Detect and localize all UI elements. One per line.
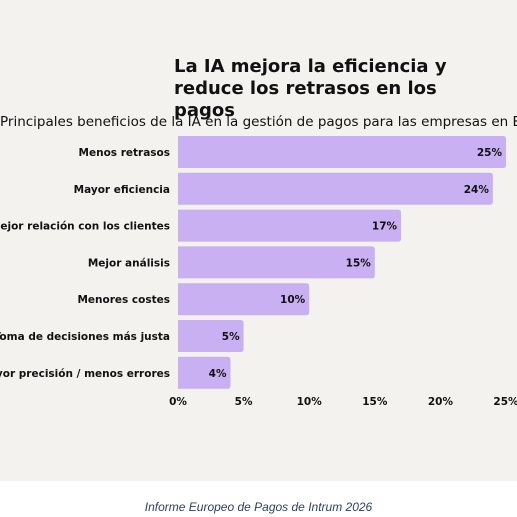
chart-title: La IA mejora la eficiencia y reduce los … <box>174 56 447 121</box>
bar-3 <box>178 246 375 279</box>
value-label: 17% <box>372 221 398 233</box>
category-label: Menos retrasos <box>79 147 170 159</box>
chart-subtitle: Principales beneficios de la IA en la ge… <box>0 114 517 130</box>
value-label: 24% <box>464 184 490 196</box>
bar-chart: Menos retrasos 25% Mayor eficiencia 24% Mejo… <box>0 136 517 408</box>
category-label: Mejor relación con los clientes <box>0 221 170 233</box>
bar-5 <box>178 320 244 352</box>
value-label: 4% <box>209 368 227 380</box>
value-label: 5% <box>222 331 240 343</box>
bar-6 <box>178 356 231 389</box>
bar-1 <box>178 172 493 205</box>
x-tick-label: 10% <box>297 396 323 408</box>
category-label: Mejor análisis <box>88 257 170 269</box>
bar-2 <box>178 209 402 242</box>
category-label: Mayor eficiencia <box>74 184 170 196</box>
category-label: Toma de decisiones más justa <box>0 331 170 343</box>
value-label: 15% <box>346 257 372 269</box>
source-caption: Informe Europeo de Pagos de Intrum 2026 <box>144 500 373 514</box>
x-tick-label: 20% <box>428 396 454 408</box>
category-label: Mayor precisión / menos errores <box>0 368 170 380</box>
bar-4 <box>178 283 310 316</box>
x-tick-label: 25% <box>493 396 517 408</box>
bar-0 <box>178 136 506 168</box>
x-tick-label: 15% <box>362 396 388 408</box>
value-label: 25% <box>477 147 503 159</box>
category-label: Menores costes <box>77 294 170 306</box>
value-label: 10% <box>280 294 306 306</box>
x-tick-label: 0% <box>169 396 187 408</box>
x-tick-label: 5% <box>235 396 253 408</box>
